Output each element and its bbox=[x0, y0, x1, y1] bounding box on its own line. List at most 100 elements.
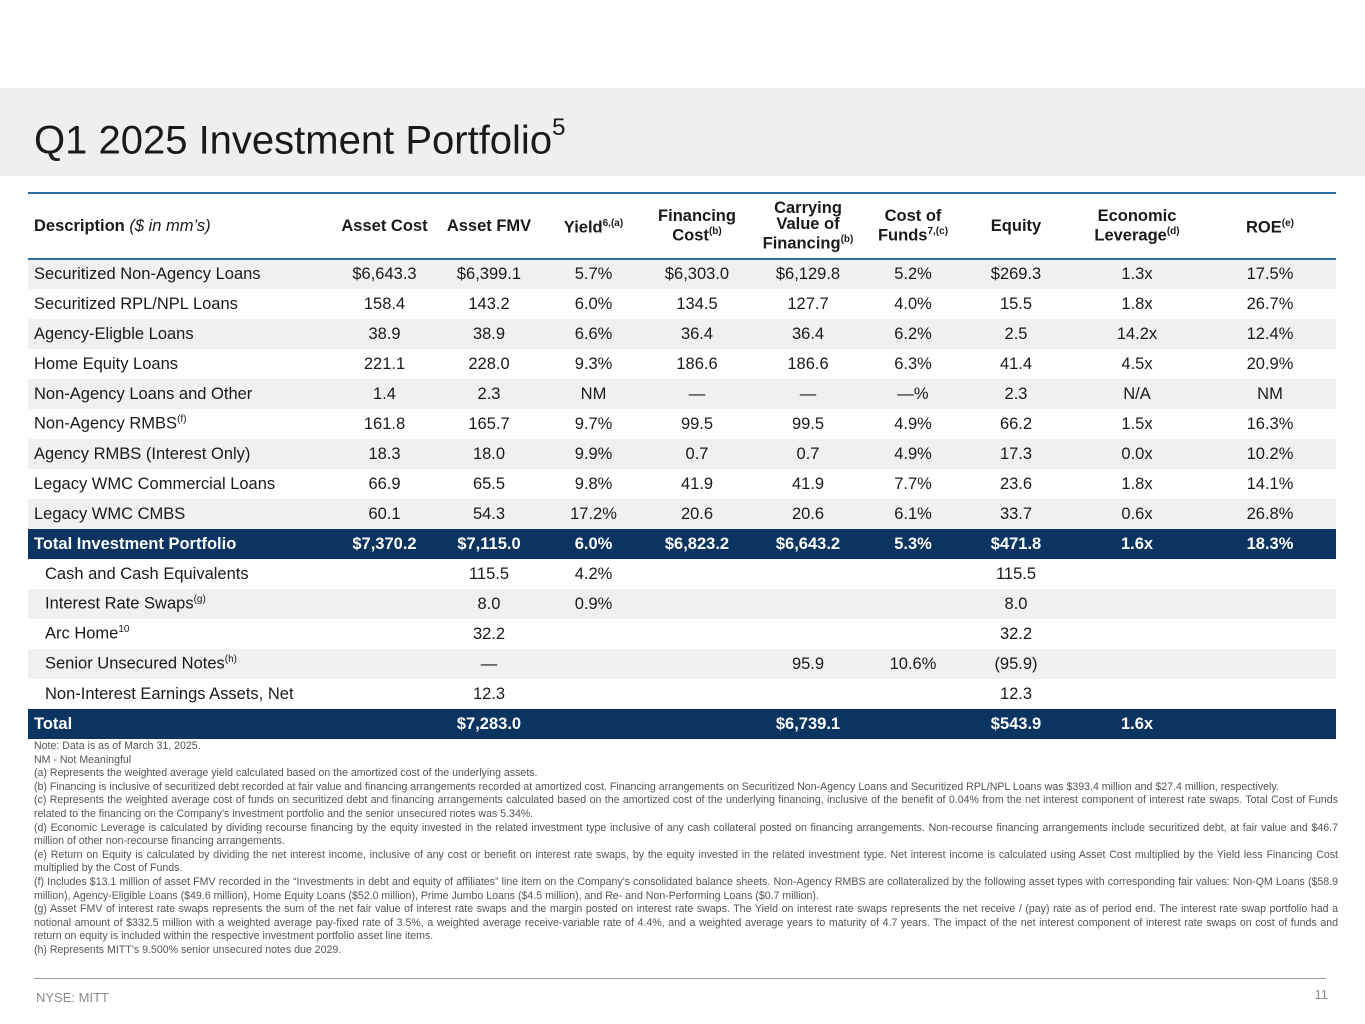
cell-cost-of-funds: 7.7% bbox=[894, 474, 932, 493]
cell-leverage: 1.6x bbox=[1120, 714, 1154, 733]
cell-asset-fmv: 165.7 bbox=[468, 414, 510, 433]
cell-cost-of-funds: 6.3% bbox=[894, 354, 932, 373]
cell-leverage: N/A bbox=[1123, 384, 1151, 403]
cell-yield bbox=[545, 619, 642, 649]
cell-yield: 6.0% bbox=[574, 534, 613, 553]
footnote: (h) Represents MITT’s 9.500% senior unse… bbox=[34, 943, 342, 956]
cell-financing-cost: $6,303.0 bbox=[664, 265, 730, 283]
cell-financing-cost: $6,823.2 bbox=[664, 534, 730, 553]
cell-equity: 8.0 bbox=[1004, 594, 1028, 613]
row-description: Total Investment Portfolio bbox=[34, 534, 237, 553]
cell-leverage: 1.3x bbox=[1121, 265, 1153, 283]
cell-asset-cost bbox=[336, 589, 433, 619]
row-description: Non-Agency Loans and Other bbox=[34, 384, 253, 403]
row-description: Interest Rate Swaps(g) bbox=[45, 594, 206, 613]
footnotes: Note: Data is as of March 31, 2025. NM - … bbox=[34, 740, 1338, 958]
cell-asset-cost: 18.3 bbox=[368, 444, 401, 463]
cell-roe: 20.9% bbox=[1246, 354, 1294, 373]
cell-equity: (95.9) bbox=[994, 654, 1038, 673]
cell-asset-fmv: 54.3 bbox=[472, 504, 506, 523]
cell-financing-cost: 186.6 bbox=[676, 354, 718, 373]
cell-asset-cost: 60.1 bbox=[368, 504, 401, 523]
cell-yield: 17.2% bbox=[570, 504, 617, 523]
title-band bbox=[0, 88, 1365, 176]
cell-carrying-value: 0.7 bbox=[796, 444, 820, 463]
cell-carrying-value: 95.9 bbox=[791, 654, 825, 673]
table-row: Arc Home10 32.2 32.2 bbox=[28, 619, 1336, 649]
cell-cost-of-funds: 10.6% bbox=[889, 654, 937, 673]
row-description: Securitized RPL/NPL Loans bbox=[34, 294, 238, 313]
cell-financing-cost: 41.9 bbox=[680, 474, 714, 493]
cell-yield: 9.9% bbox=[574, 444, 613, 463]
cell-leverage bbox=[1070, 649, 1204, 679]
cell-asset-fmv: 8.0 bbox=[477, 594, 501, 613]
investment-portfolio-table: Description ($ in mm’s) Asset Cost Asset… bbox=[28, 192, 1336, 739]
cell-carrying-value: $6,643.2 bbox=[775, 534, 841, 553]
header-carrying-value: Carrying Value of Financing(b) bbox=[752, 192, 864, 260]
footnote: Note: Data is as of March 31, 2025. bbox=[34, 740, 201, 752]
cell-equity: $269.3 bbox=[990, 265, 1042, 283]
cell-yield: 9.8% bbox=[574, 474, 613, 493]
table-row: Senior Unsecured Notes(h) — 95.9 10.6% (95.9… bbox=[28, 649, 1336, 679]
cell-equity: 66.2 bbox=[999, 414, 1033, 433]
cell-equity: 2.3 bbox=[1004, 384, 1028, 403]
row-description: Non-Interest Earnings Assets, Net bbox=[45, 684, 294, 703]
footnote: NM - Not Meaningful bbox=[34, 753, 132, 766]
cell-financing-cost bbox=[642, 589, 752, 619]
cell-roe: NM bbox=[1257, 384, 1283, 403]
cell-asset-fmv: $7,283.0 bbox=[456, 714, 522, 733]
header-yield: Yield6,(a) bbox=[545, 192, 642, 260]
cell-asset-fmv: — bbox=[480, 654, 498, 673]
cell-cost-of-funds: 4.0% bbox=[894, 294, 932, 313]
header-asset-fmv: Asset FMV bbox=[433, 192, 545, 260]
row-description: Cash and Cash Equivalents bbox=[45, 564, 249, 583]
table-row: Legacy WMC CMBS 60.1 54.3 17.2% 20.6 20.6 6.1%… bbox=[28, 499, 1336, 529]
cell-leverage: 0.0x bbox=[1121, 444, 1153, 463]
cell-carrying-value: 36.4 bbox=[791, 324, 825, 343]
cell-financing-cost bbox=[642, 649, 752, 679]
cell-cost-of-funds: —% bbox=[897, 384, 929, 403]
table-row: Non-Agency RMBS(f) 161.8 165.7 9.7% 99.5 99.5… bbox=[28, 409, 1336, 439]
cell-cost-of-funds: 6.2% bbox=[894, 324, 932, 343]
cell-carrying-value: 99.5 bbox=[791, 414, 825, 433]
cell-asset-cost bbox=[336, 559, 433, 589]
cell-asset-cost: $6,643.3 bbox=[352, 265, 417, 283]
cell-leverage: 14.2x bbox=[1116, 324, 1158, 343]
cell-asset-fmv: 228.0 bbox=[468, 354, 510, 373]
cell-equity: 12.3 bbox=[999, 684, 1033, 703]
cell-carrying-value: 41.9 bbox=[791, 474, 825, 493]
cell-asset-fmv: 32.2 bbox=[472, 624, 506, 643]
cell-yield: NM bbox=[580, 384, 607, 403]
table-row: Legacy WMC Commercial Loans 66.9 65.5 9.8% 4… bbox=[28, 469, 1336, 499]
cell-yield: 9.7% bbox=[574, 414, 613, 433]
cell-yield: 9.3% bbox=[574, 354, 613, 373]
cell-asset-cost bbox=[336, 679, 433, 709]
cell-asset-fmv: 18.0 bbox=[472, 444, 506, 463]
page-number: 11 bbox=[1314, 987, 1329, 1002]
cell-roe: 26.8% bbox=[1246, 504, 1294, 523]
cell-equity: 33.7 bbox=[999, 504, 1033, 523]
cell-asset-fmv: 65.5 bbox=[472, 474, 506, 493]
cell-equity: 32.2 bbox=[999, 624, 1033, 643]
cell-equity: 41.4 bbox=[999, 354, 1033, 373]
row-description: Senior Unsecured Notes(h) bbox=[45, 654, 237, 673]
cell-leverage: 1.5x bbox=[1121, 414, 1153, 433]
cell-leverage: 0.6x bbox=[1121, 504, 1153, 523]
cell-financing-cost: 99.5 bbox=[680, 414, 714, 433]
footnote: (d) Economic Leverage is calculated by d… bbox=[34, 821, 1338, 848]
footer-rule bbox=[34, 978, 1326, 979]
cell-carrying-value: 186.6 bbox=[787, 354, 829, 373]
cell-asset-fmv: $7,115.0 bbox=[457, 534, 521, 553]
footnote: (g) Asset FMV of interest rate swaps rep… bbox=[34, 903, 1338, 943]
cell-roe bbox=[1204, 709, 1336, 739]
table-row: Agency RMBS (Interest Only) 18.3 18.0 9.9% 0… bbox=[28, 439, 1336, 469]
cell-asset-fmv: 143.2 bbox=[468, 294, 510, 313]
cell-equity: $471.8 bbox=[990, 534, 1042, 553]
cell-carrying-value: 127.7 bbox=[787, 294, 829, 313]
cell-equity: 17.3 bbox=[999, 444, 1033, 463]
row-description: Arc Home10 bbox=[45, 624, 130, 643]
total-investment-portfolio-row: Total Investment Portfolio $7,370.2 $7,115… bbox=[28, 529, 1336, 559]
footnote: (a) Represents the weighted average yiel… bbox=[34, 767, 538, 780]
cell-carrying-value bbox=[752, 589, 864, 619]
cell-yield: 5.7% bbox=[574, 265, 613, 283]
